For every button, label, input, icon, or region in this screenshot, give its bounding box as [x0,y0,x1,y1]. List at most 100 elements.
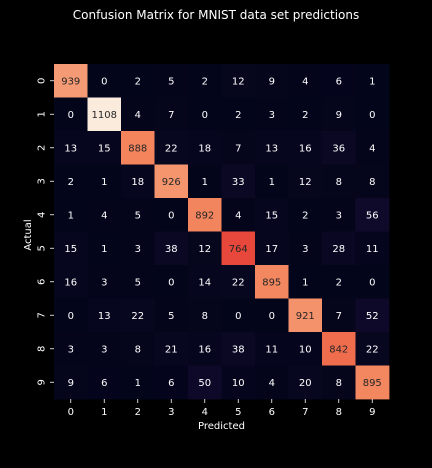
cell-value-label: 1 [202,177,208,188]
cell-value-label: 14 [198,277,211,288]
cell-value-label: 56 [366,210,379,221]
cell-value-label: 2 [336,277,342,288]
cell-value-label: 0 [235,311,241,322]
cell-value-label: 8 [336,177,342,188]
cell-value-label: 11 [366,244,379,255]
y-tick-label: 3 [37,178,48,184]
cell-value-label: 6 [101,378,107,389]
cell-value-label: 2 [202,76,208,87]
cell-value-label: 15 [98,143,111,154]
cell-value-label: 50 [198,378,211,389]
cell-value-label: 18 [131,177,144,188]
cell-value-label: 20 [299,378,312,389]
y-tick-label: 4 [37,212,48,218]
cell-value-label: 12 [299,177,312,188]
cell-value-label: 11 [265,344,278,355]
cell-value-label: 764 [229,244,248,255]
cell-value-label: 38 [232,344,245,355]
cell-value-label: 13 [64,143,77,154]
cell-value-label: 12 [232,76,245,87]
cell-value-label: 7 [235,143,241,154]
cell-value-label: 18 [198,143,211,154]
cell-value-label: 13 [98,311,111,322]
cell-value-label: 3 [269,110,275,121]
cell-value-label: 4 [135,110,141,121]
cell-value-label: 895 [363,378,382,389]
x-tick-label: 8 [336,407,342,418]
cell-value-label: 1108 [92,110,117,121]
cell-value-label: 5 [135,277,141,288]
chart-title: Confusion Matrix for MNIST data set pred… [73,8,360,22]
cell-value-label: 9 [336,110,342,121]
heatmap-cells: 939 0 2 5 2 12 9 4 6 10 1108 4 7 0 2 3 2 9 013 15 888 22 18 7 13… [54,64,389,399]
cell-value-label: 3 [101,277,107,288]
cell-value-label: 3 [135,244,141,255]
cell-value-label: 4 [101,210,107,221]
cell-value-label: 36 [332,143,345,154]
cell-value-label: 13 [265,143,278,154]
cell-value-label: 3 [68,344,74,355]
cell-value-label: 6 [336,76,342,87]
cell-value-label: 12 [198,244,211,255]
cell-value-label: 21 [165,344,178,355]
cell-value-label: 0 [68,311,74,322]
cell-value-label: 2 [135,76,141,87]
cell-value-label: 895 [262,277,281,288]
cell-value-label: 1 [68,210,74,221]
y-tick-label: 5 [37,245,48,251]
cell-value-label: 1 [101,244,107,255]
y-tick-label: 1 [37,111,48,117]
x-tick-label: 3 [168,407,174,418]
cell-value-label: 22 [232,277,245,288]
cell-value-label: 17 [265,244,278,255]
cell-value-label: 8 [369,177,375,188]
cell-value-label: 939 [61,76,80,87]
cell-value-label: 16 [198,344,211,355]
y-tick-label: 6 [37,279,48,285]
cell-value-label: 1 [269,177,275,188]
cell-value-label: 1 [369,76,375,87]
y-tick-label: 2 [37,145,48,151]
cell-value-label: 0 [369,277,375,288]
cell-value-label: 4 [269,378,275,389]
cell-value-label: 2 [302,110,308,121]
cell-value-label: 4 [235,210,241,221]
cell-value-label: 926 [162,177,181,188]
cell-value-label: 8 [336,378,342,389]
x-axis-title: Predicted [198,421,245,432]
y-tick-label: 7 [37,312,48,318]
cell-value-label: 38 [165,244,178,255]
cell-value-label: 5 [168,311,174,322]
cell-value-label: 9 [269,76,275,87]
cell-value-label: 1 [135,378,141,389]
y-axis-ticks: 0 1 2 3 4 5 6 7 8 9 [37,78,55,386]
cell-value-label: 16 [64,277,77,288]
cell-value-label: 8 [202,311,208,322]
cell-value-label: 842 [329,344,348,355]
x-tick-label: 4 [202,407,208,418]
y-axis-title: Actual [23,219,34,250]
cell-value-label: 7 [336,311,342,322]
cell-value-label: 15 [64,244,77,255]
cell-value-label: 0 [369,110,375,121]
cell-value-label: 4 [302,76,308,87]
cell-value-label: 8 [135,344,141,355]
cell-value-label: 3 [101,344,107,355]
cell-value-label: 3 [302,244,308,255]
cell-value-label: 3 [336,210,342,221]
y-tick-label: 8 [37,346,48,352]
cell-value-label: 10 [299,344,312,355]
cell-value-label: 921 [296,311,315,322]
y-tick-label: 0 [37,78,48,84]
cell-value-label: 0 [202,110,208,121]
x-tick-label: 7 [302,407,308,418]
cell-value-label: 0 [68,110,74,121]
cell-value-label: 10 [232,378,245,389]
cell-value-label: 28 [332,244,345,255]
cell-value-label: 0 [168,210,174,221]
cell-value-label: 16 [299,143,312,154]
x-tick-label: 6 [269,407,275,418]
x-tick-label: 5 [235,407,241,418]
x-tick-label: 2 [135,407,141,418]
cell-value-label: 7 [168,110,174,121]
